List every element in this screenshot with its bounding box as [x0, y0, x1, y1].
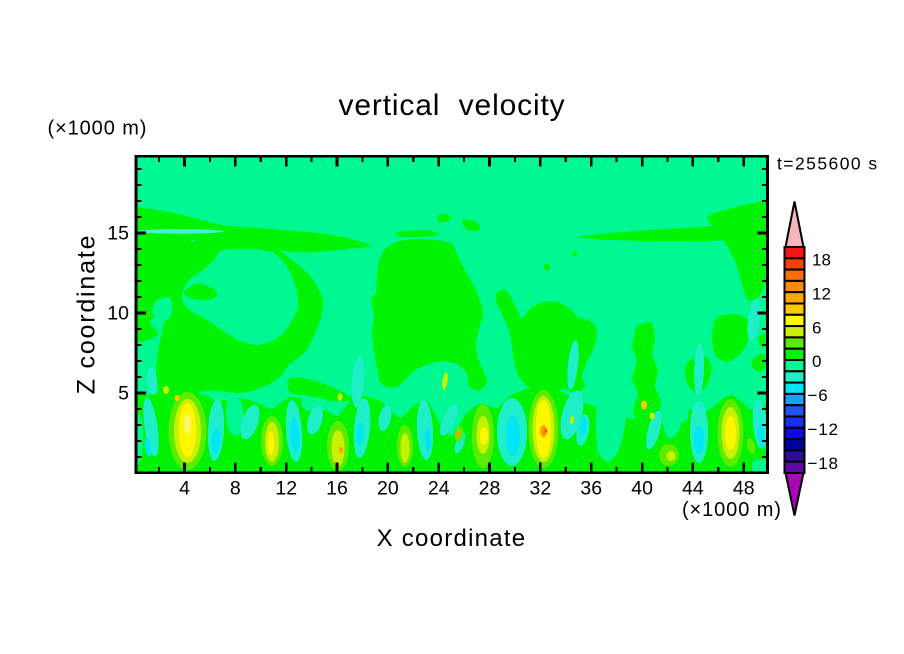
svg-text:12: 12: [812, 284, 831, 303]
svg-text:40: 40: [631, 478, 653, 500]
svg-text:36: 36: [580, 478, 602, 500]
svg-text:−18: −18: [808, 454, 839, 473]
svg-text:32: 32: [530, 478, 552, 500]
svg-text:4: 4: [179, 478, 190, 500]
svg-text:8: 8: [230, 478, 241, 500]
svg-text:44: 44: [682, 478, 704, 500]
svg-text:24: 24: [428, 478, 450, 500]
svg-text:vertical velocity: vertical velocity: [338, 89, 565, 122]
svg-text:−12: −12: [808, 420, 839, 439]
svg-text:Z coordinate: Z coordinate: [73, 234, 101, 395]
svg-text:15: 15: [107, 223, 129, 245]
svg-text:(×1000 m): (×1000 m): [48, 118, 148, 140]
svg-text:(×1000 m): (×1000 m): [682, 499, 782, 521]
svg-text:12: 12: [275, 478, 297, 500]
svg-text:0: 0: [812, 352, 821, 371]
svg-text:20: 20: [377, 478, 399, 500]
svg-text:6: 6: [812, 318, 821, 337]
svg-text:t=255600 s: t=255600 s: [777, 154, 879, 174]
svg-text:−6: −6: [808, 386, 829, 405]
svg-text:5: 5: [118, 383, 129, 405]
svg-text:X coordinate: X coordinate: [377, 525, 527, 552]
svg-text:10: 10: [107, 303, 129, 325]
svg-text:28: 28: [479, 478, 501, 500]
svg-text:16: 16: [326, 478, 348, 500]
svg-text:48: 48: [733, 478, 755, 500]
svg-text:18: 18: [812, 250, 831, 269]
